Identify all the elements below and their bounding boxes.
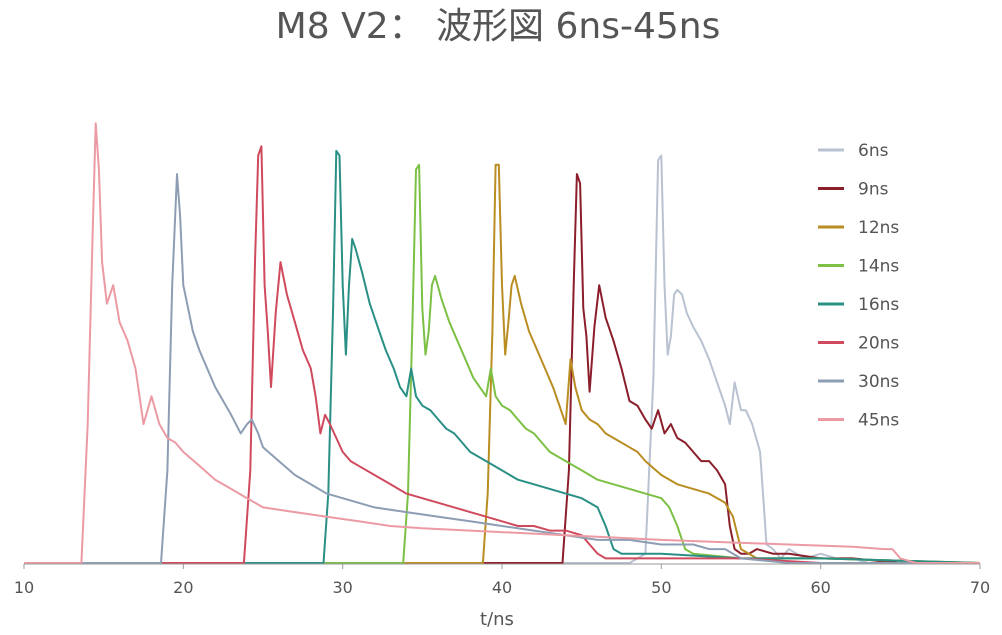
legend-label: 6ns	[858, 141, 889, 161]
x-axis-label: t/ns	[480, 609, 514, 630]
series-line-20ns	[24, 145, 980, 564]
x-tick-label: 30	[332, 578, 352, 597]
legend-item: 45ns	[818, 411, 899, 431]
legend-label: 45ns	[858, 411, 899, 431]
x-tick-layer: 10 20 30 40 50 60 70	[14, 564, 990, 597]
legend: 6ns 9ns 12ns 14ns 16ns 20ns 30ns 45ns	[818, 141, 899, 431]
series-line-30ns	[24, 173, 980, 564]
series-line-12ns	[24, 163, 981, 564]
series-line-14ns	[24, 163, 981, 564]
chart-title: M8 V2： 波形図 6ns-45ns	[276, 6, 721, 47]
legend-label: 9ns	[858, 180, 889, 200]
x-tick-label: 50	[651, 578, 671, 597]
legend-item: 30ns	[818, 372, 899, 392]
legend-item: 9ns	[818, 180, 889, 200]
legend-label: 16ns	[858, 295, 899, 315]
legend-label: 30ns	[858, 372, 899, 392]
legend-label: 12ns	[858, 218, 899, 238]
x-tick-label: 70	[970, 578, 990, 597]
legend-item: 6ns	[818, 141, 889, 161]
legend-label: 14ns	[858, 257, 899, 277]
legend-label: 20ns	[858, 334, 899, 354]
series-line-6ns	[24, 154, 980, 564]
legend-item: 16ns	[818, 295, 899, 315]
x-tick-label: 20	[173, 578, 193, 597]
legend-item: 20ns	[818, 334, 899, 354]
series-line-16ns	[24, 149, 981, 564]
x-tick-label: 40	[492, 578, 512, 597]
x-tick-label: 10	[14, 578, 34, 597]
series-layer	[24, 122, 981, 564]
x-tick-label: 60	[810, 578, 830, 597]
series-line-9ns	[24, 173, 980, 564]
series-line-45ns	[24, 122, 980, 564]
legend-item: 12ns	[818, 218, 899, 238]
legend-item: 14ns	[818, 257, 899, 277]
